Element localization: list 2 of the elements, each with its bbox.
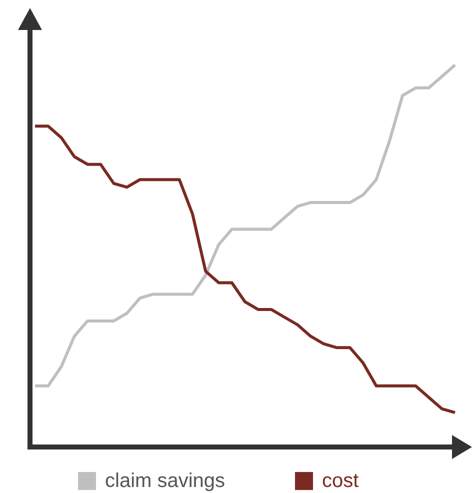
legend-label: cost xyxy=(322,470,360,492)
legend-label: claim savings xyxy=(105,470,226,492)
